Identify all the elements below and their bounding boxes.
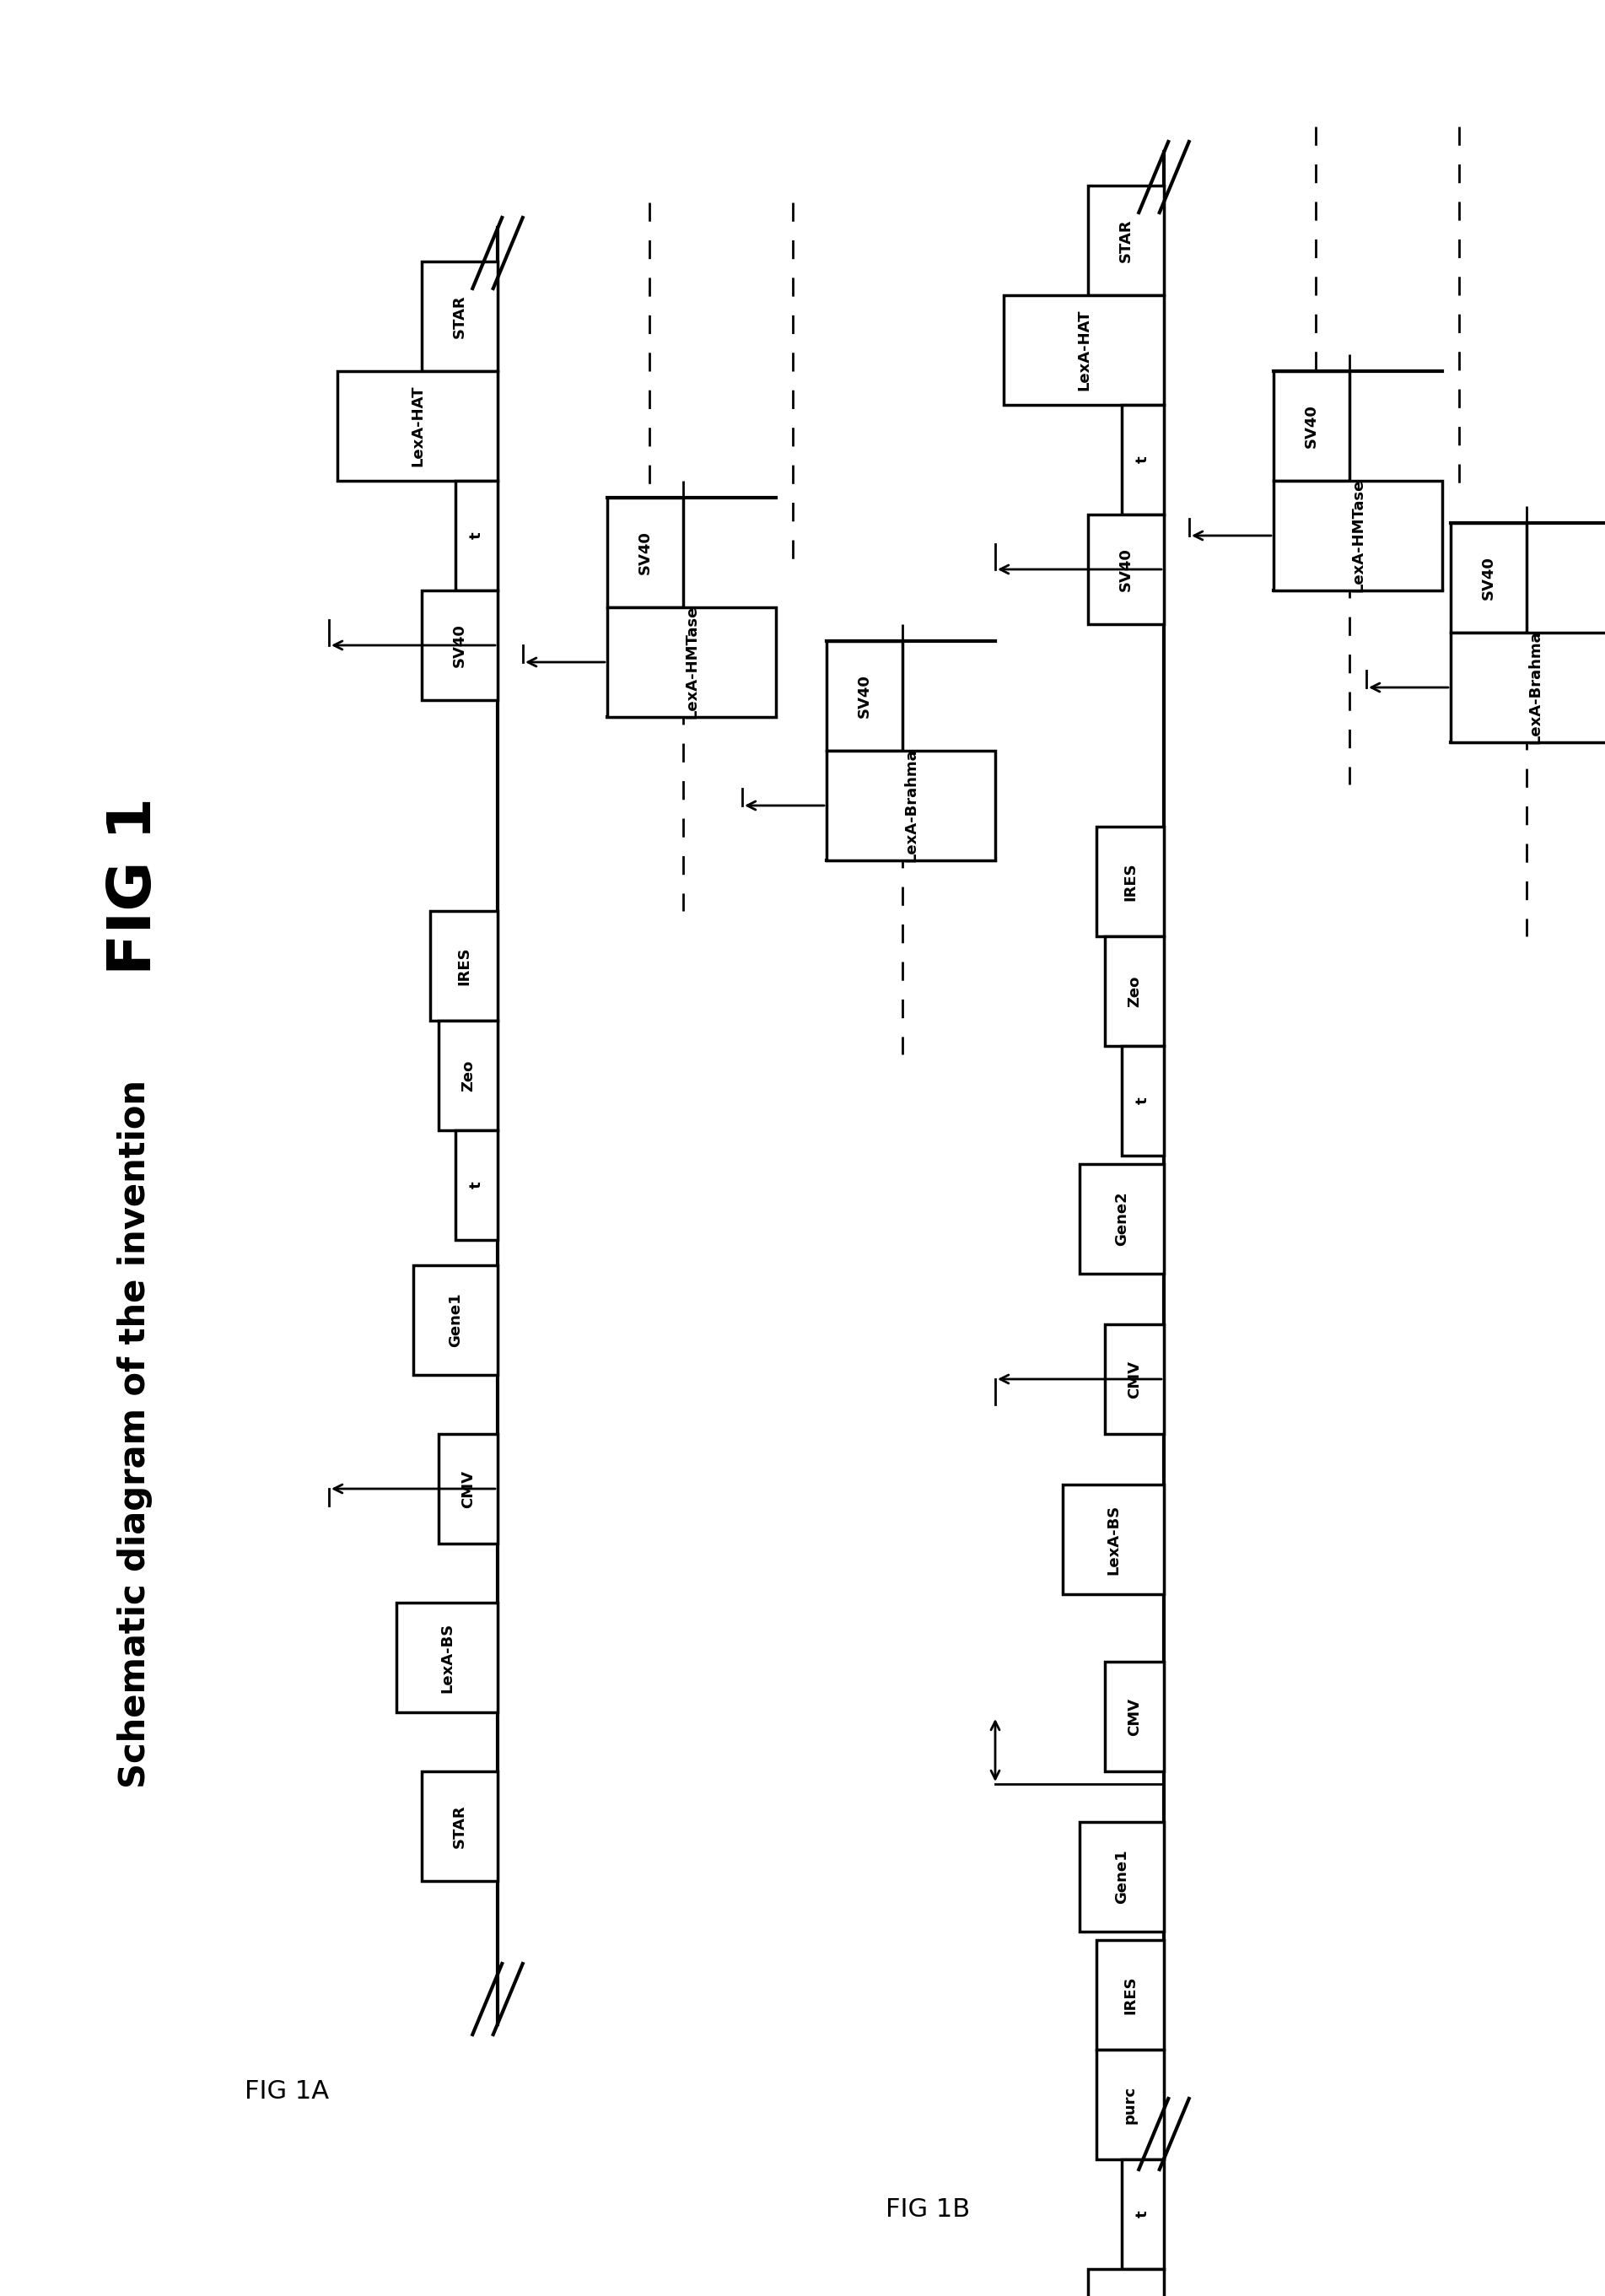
Text: Zeo: Zeo [1127, 976, 1143, 1008]
Text: LexA-BS: LexA-BS [440, 1623, 454, 1692]
Bar [422, 262, 498, 372]
Bar [430, 912, 498, 1022]
Bar [1122, 1047, 1164, 1155]
Text: SV40: SV40 [1119, 546, 1133, 592]
Bar [1451, 634, 1605, 742]
Text: LexA-HMTase: LexA-HMTase [1350, 480, 1366, 592]
Text: SV40: SV40 [637, 530, 653, 574]
Bar [438, 1022, 498, 1130]
Text: FIG 1B: FIG 1B [886, 2197, 969, 2223]
Text: LexA-HMTase: LexA-HMTase [684, 606, 700, 719]
Text: IRES: IRES [1122, 863, 1138, 900]
Bar [1273, 480, 1443, 590]
Bar [607, 608, 775, 716]
Bar [1451, 523, 1526, 634]
Bar [422, 590, 498, 700]
Text: IRES: IRES [1122, 1975, 1138, 2014]
Bar [1104, 937, 1164, 1047]
Bar [1088, 186, 1164, 296]
Bar [1080, 1823, 1164, 1931]
Bar [1080, 1164, 1164, 1274]
Text: Schematic diagram of the invention: Schematic diagram of the invention [117, 1079, 152, 1789]
Bar [1104, 1662, 1164, 1770]
Text: Gene1: Gene1 [1114, 1851, 1130, 1903]
Bar [1088, 514, 1164, 625]
Bar [396, 1603, 498, 1713]
Text: LexA-HAT: LexA-HAT [1077, 310, 1091, 390]
Text: STAR: STAR [1119, 218, 1133, 262]
Text: Gene2: Gene2 [1114, 1192, 1130, 1247]
Text: IRES: IRES [456, 946, 472, 985]
Bar [456, 480, 498, 590]
Bar [1096, 2050, 1164, 2158]
Text: STAR: STAR [453, 294, 467, 338]
Text: LexA-Brahma: LexA-Brahma [904, 748, 918, 863]
Bar [827, 641, 902, 751]
Bar [456, 1130, 498, 1240]
Text: CMV: CMV [1127, 1697, 1143, 1736]
Text: t: t [1135, 2211, 1151, 2218]
Bar [827, 751, 995, 861]
Text: LexA-Brahma: LexA-Brahma [1528, 631, 1542, 744]
Bar [607, 498, 684, 608]
Text: LexA-HAT: LexA-HAT [409, 386, 425, 466]
Text: CMV: CMV [461, 1469, 475, 1508]
Text: t: t [469, 533, 485, 540]
Bar [1273, 372, 1350, 480]
Text: t: t [469, 1182, 485, 1189]
Text: Gene1: Gene1 [448, 1293, 462, 1348]
Bar [1088, 2268, 1164, 2296]
Bar [1096, 1940, 1164, 2050]
Text: SV40: SV40 [1303, 404, 1319, 448]
Text: CMV: CMV [1127, 1359, 1143, 1398]
Bar [422, 1770, 498, 1880]
Bar [1003, 296, 1164, 404]
Text: SV40: SV40 [857, 675, 872, 719]
Text: SV40: SV40 [1481, 556, 1496, 599]
Text: LexA-BS: LexA-BS [1106, 1504, 1120, 1575]
Text: purc: purc [1122, 2085, 1138, 2124]
Text: Zeo: Zeo [461, 1061, 475, 1091]
Bar [438, 1435, 498, 1543]
Bar [1122, 404, 1164, 514]
Bar [1104, 1325, 1164, 1435]
Bar [1122, 2158, 1164, 2268]
Bar [1096, 827, 1164, 937]
Bar [1063, 1486, 1164, 1593]
Bar [412, 1265, 498, 1375]
Text: t: t [1135, 1097, 1151, 1104]
Text: SV40: SV40 [453, 625, 467, 668]
Text: FIG 1: FIG 1 [106, 797, 164, 976]
Text: STAR: STAR [453, 1805, 467, 1848]
Text: t: t [1135, 457, 1151, 464]
Text: FIG 1A: FIG 1A [244, 2080, 329, 2103]
Bar [337, 372, 498, 480]
